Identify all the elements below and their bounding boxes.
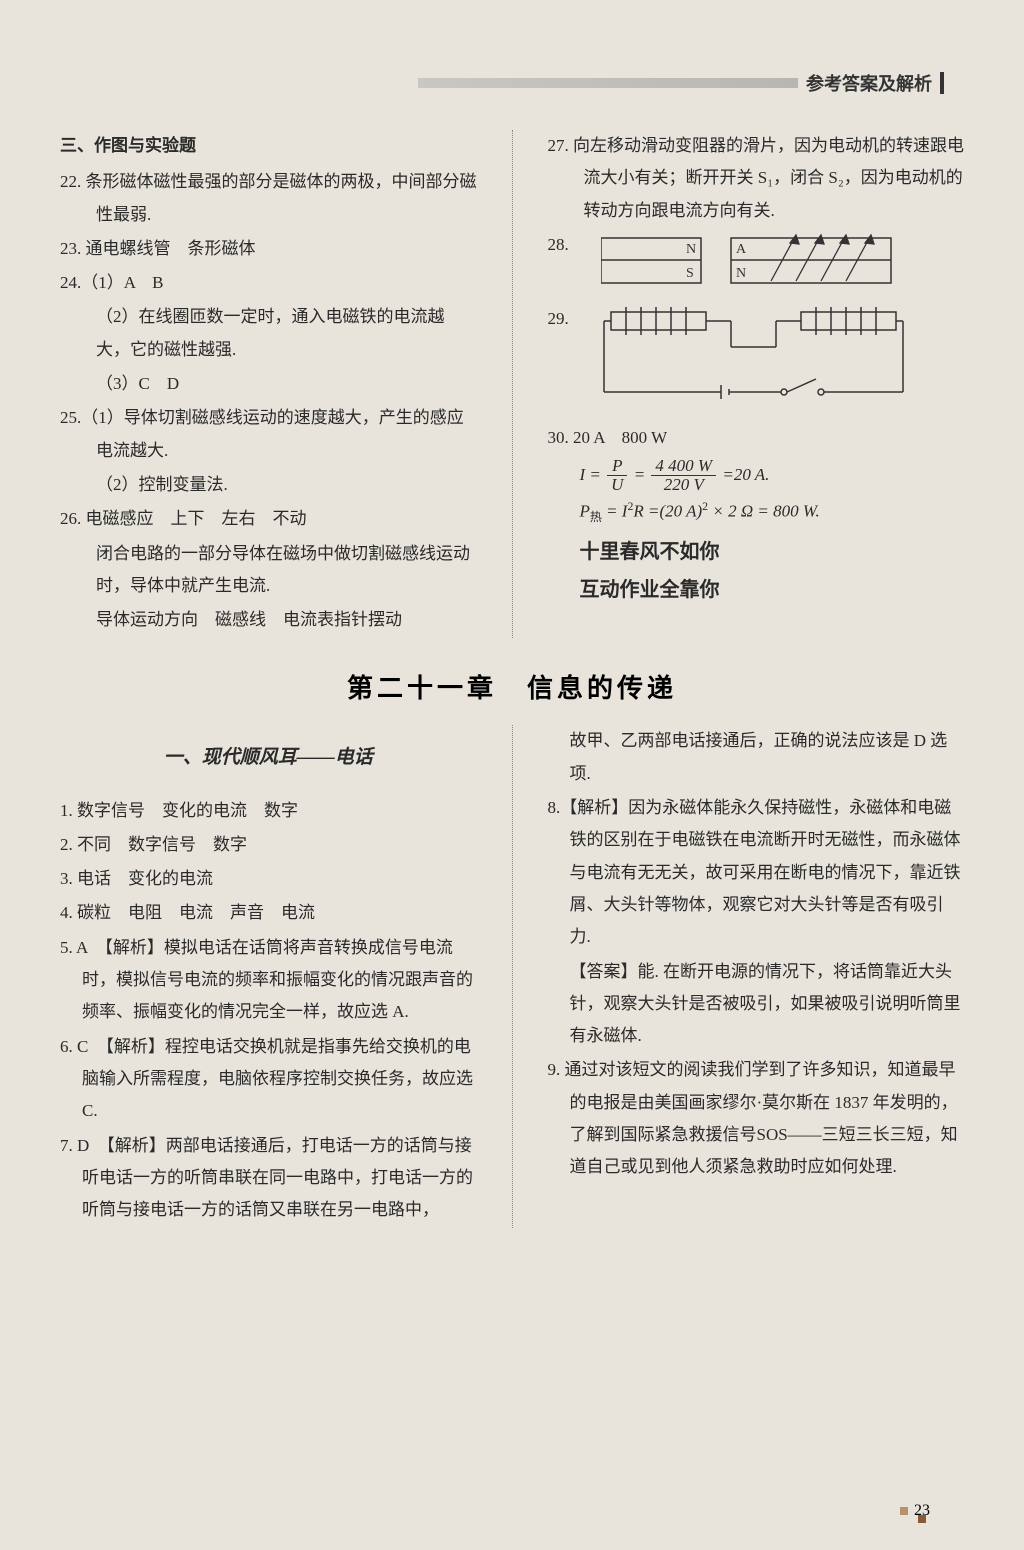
q30-formula-I: I = PU = 4 400 W220 V =20 A. (548, 457, 965, 495)
q6: 6. C 【解析】程控电话交换机就是指事先给交换机的电脑输入所需程度，电脑依程序… (60, 1031, 477, 1128)
q22: 22. 条形磁体磁性最强的部分是磁体的两极，中间部分磁性最弱. (60, 166, 477, 231)
magnet-arrows-diagram: N S A N (601, 233, 901, 288)
column-divider-lower (512, 725, 513, 1228)
left-column-upper: 三、作图与实验题 22. 条形磁体磁性最强的部分是磁体的两极，中间部分磁性最弱.… (60, 130, 477, 638)
q23: 23. 通电螺线管 条形磁体 (60, 233, 477, 265)
q30-1: 30. 20 A 800 W (548, 422, 965, 454)
header-title: 参考答案及解析 (806, 70, 932, 96)
chapter-title: 第二十一章 信息的传递 (60, 668, 964, 705)
q24-1: 24.（1）A B (60, 267, 477, 299)
q25-1: 25.（1）导体切割磁感线运动的速度越大，产生的感应电流越大. (60, 402, 477, 467)
q28-label: 28. (548, 229, 569, 261)
q3: 3. 电话 变化的电流 (60, 863, 477, 895)
page-square-light (900, 1507, 908, 1515)
circuit-diagram (601, 307, 911, 407)
section3-title: 三、作图与实验题 (60, 130, 477, 162)
header-bar (418, 78, 798, 88)
upper-content: 三、作图与实验题 22. 条形磁体磁性最强的部分是磁体的两极，中间部分磁性最弱.… (60, 130, 964, 638)
handwriting-2: 互动作业全靠你 (548, 575, 965, 605)
header-double-bar (940, 72, 944, 94)
q25-2: （2）控制变量法. (60, 469, 477, 501)
q8-1: 8.【解析】因为永磁体能永久保持磁性，永磁体和电磁铁的区别在于电磁铁在电流断开时… (548, 792, 965, 953)
subsection-title: 一、现代顺风耳——电话 (60, 740, 477, 776)
page-number: 23 (900, 1502, 944, 1520)
q7-cont: 故甲、乙两部电话接通后，正确的说法应该是 D 选项. (548, 725, 965, 790)
svg-text:N: N (686, 242, 696, 257)
right-column-lower: 故甲、乙两部电话接通后，正确的说法应该是 D 选项. 8.【解析】因为永磁体能永… (548, 725, 965, 1228)
svg-text:N: N (736, 266, 746, 281)
q28-diagram: N S A N (569, 233, 901, 299)
q2: 2. 不同 数字信号 数字 (60, 829, 477, 861)
q8-2: 【答案】能. 在断开电源的情况下，将话筒靠近大头针，观察大头针是否被吸引，如果被… (548, 956, 965, 1053)
q29-label: 29. (548, 303, 569, 335)
q26-3: 导体运动方向 磁感线 电流表指针摆动 (60, 604, 477, 636)
svg-text:S: S (686, 266, 694, 281)
handwriting-1: 十里春风不如你 (548, 537, 965, 567)
q1: 1. 数字信号 变化的电流 数字 (60, 795, 477, 827)
q7: 7. D 【解析】两部电话接通后，打电话一方的话筒与接听电话一方的听筒串联在同一… (60, 1130, 477, 1227)
right-column-upper: 27. 向左移动滑动变阻器的滑片，因为电动机的转速跟电流大小有关；断开开关 S₁… (548, 130, 965, 638)
column-divider-upper (512, 130, 513, 638)
q9: 9. 通过对该短文的阅读我们学到了许多知识，知道最早的电报是由美国画家缪尔·莫尔… (548, 1054, 965, 1183)
q26-2: 闭合电路的一部分导体在磁场中做切割磁感线运动时，导体中就产生电流. (60, 538, 477, 603)
q29-diagram (569, 307, 911, 418)
svg-text:A: A (736, 242, 747, 257)
q26-1: 26. 电磁感应 上下 左右 不动 (60, 503, 477, 535)
page-header: 参考答案及解析 (418, 70, 944, 96)
q24-3: （3）C D (60, 368, 477, 400)
page-square-dark (918, 1515, 926, 1523)
q24-2: （2）在线圈匝数一定时，通入电磁铁的电流越大，它的磁性越强. (60, 301, 477, 366)
q4: 4. 碳粒 电阻 电流 声音 电流 (60, 897, 477, 929)
left-column-lower: 一、现代顺风耳——电话 1. 数字信号 变化的电流 数字 2. 不同 数字信号 … (60, 725, 477, 1228)
q30-formula-P: P热 = I2R =(20 A)2 × 2 Ω = 800 W. (548, 495, 965, 529)
q27: 27. 向左移动滑动变阻器的滑片，因为电动机的转速跟电流大小有关；断开开关 S₁… (548, 130, 965, 227)
lower-content: 一、现代顺风耳——电话 1. 数字信号 变化的电流 数字 2. 不同 数字信号 … (60, 725, 964, 1228)
q5: 5. A 【解析】模拟电话在话筒将声音转换成信号电流时，模拟信号电流的频率和振幅… (60, 932, 477, 1029)
